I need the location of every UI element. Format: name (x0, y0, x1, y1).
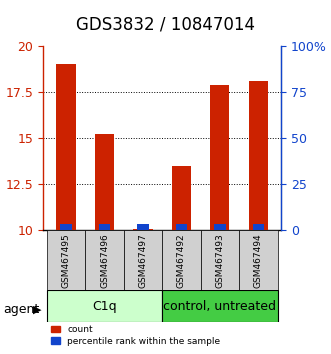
Bar (210, 85, 229, 230)
Text: ▶: ▶ (33, 305, 42, 315)
Bar (214, 224, 226, 230)
FancyBboxPatch shape (201, 230, 239, 292)
FancyBboxPatch shape (239, 230, 277, 292)
FancyBboxPatch shape (124, 230, 162, 292)
Bar (253, 224, 264, 230)
Bar (249, 81, 268, 230)
Bar (172, 166, 191, 230)
Bar (99, 224, 110, 230)
Text: control, untreated: control, untreated (163, 300, 276, 313)
Bar (176, 224, 187, 230)
Text: agent: agent (3, 303, 40, 316)
Text: GSM467494: GSM467494 (254, 234, 263, 289)
Text: GSM467493: GSM467493 (215, 234, 224, 289)
Text: GDS3832 / 10847014: GDS3832 / 10847014 (76, 16, 255, 34)
Bar (133, 229, 153, 230)
FancyBboxPatch shape (162, 230, 201, 292)
FancyBboxPatch shape (85, 230, 124, 292)
FancyBboxPatch shape (162, 290, 277, 322)
Bar (95, 135, 114, 230)
Text: GSM467497: GSM467497 (138, 234, 148, 289)
Bar (137, 224, 149, 230)
FancyBboxPatch shape (47, 230, 85, 292)
Text: GSM467496: GSM467496 (100, 234, 109, 289)
Text: C1q: C1q (92, 300, 117, 313)
Bar (60, 224, 72, 230)
Text: GSM467495: GSM467495 (62, 234, 71, 289)
FancyBboxPatch shape (47, 290, 162, 322)
Text: GSM467492: GSM467492 (177, 234, 186, 289)
Bar (57, 64, 76, 230)
Legend: count, percentile rank within the sample: count, percentile rank within the sample (48, 321, 224, 349)
